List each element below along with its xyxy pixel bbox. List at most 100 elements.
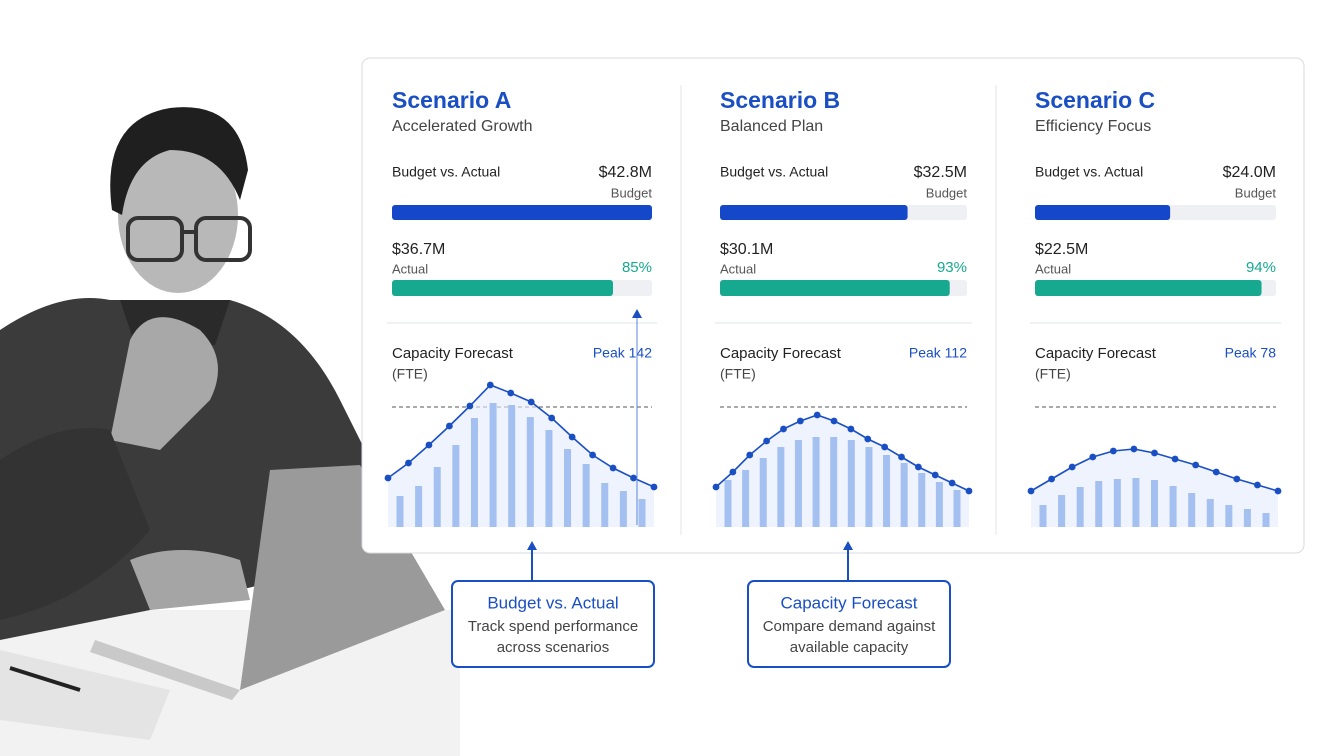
callout-text: available capacity [790, 639, 909, 656]
capacity-bar [433, 467, 441, 527]
capacity-bar [1206, 499, 1214, 527]
callout-box [451, 580, 655, 668]
demand-point [948, 479, 956, 487]
demand-point [915, 463, 922, 471]
capacity-bar [1188, 493, 1196, 527]
callout-text: Track spend performance [468, 618, 638, 635]
budget-heading: Budget vs. Actual [392, 164, 500, 180]
demand-point [763, 437, 770, 445]
capacity-bar [1169, 486, 1177, 527]
budget-bar [392, 205, 652, 220]
capacity-bar [1076, 487, 1084, 527]
capacity-bar [1039, 505, 1047, 527]
callout-arrow-head [843, 541, 853, 550]
capacity-bar [794, 440, 802, 527]
capacity-bar [489, 403, 497, 527]
actual-bar [1035, 280, 1262, 296]
demand-line [715, 414, 970, 492]
scenario-title: Scenario A [392, 87, 511, 113]
capacity-bar [1095, 481, 1103, 527]
callout-text: Compare demand against [763, 618, 936, 635]
demand-point [813, 411, 821, 419]
dashboard-card [361, 57, 1305, 554]
capacity-bar [1243, 509, 1251, 527]
budget-heading: Budget vs. Actual [720, 164, 828, 180]
budget-heading: Budget vs. Actual [1035, 164, 1143, 180]
demand-point [1233, 475, 1241, 483]
capacity-bar [508, 405, 516, 527]
actual-share: 85% [622, 259, 652, 276]
capacity-unit: (FTE) [392, 366, 428, 382]
demand-point [384, 474, 392, 482]
actual-value: $30.1M [720, 241, 773, 258]
actual-bar [720, 280, 950, 296]
capacity-bar [1225, 505, 1233, 527]
demand-point [1192, 461, 1200, 469]
budget-bar [1035, 205, 1171, 220]
demand-point [1130, 445, 1138, 453]
demand-point [1171, 455, 1179, 463]
capacity-bar [545, 430, 553, 527]
person-photo [0, 107, 460, 756]
demand-point [568, 433, 576, 441]
demand-point [466, 402, 474, 410]
demand-point [650, 483, 658, 491]
demand-point [898, 453, 905, 461]
callout-text: across scenarios [497, 639, 610, 656]
pointer-head [632, 309, 642, 318]
budget-caption: Budget [1235, 185, 1277, 200]
peak-label: Peak 78 [1225, 345, 1277, 361]
capacity-bar [935, 482, 943, 527]
actual-caption: Actual [392, 261, 428, 276]
capacity-unit: (FTE) [720, 366, 756, 382]
capacity-unit: (FTE) [1035, 366, 1071, 382]
demand-point [1109, 447, 1117, 455]
actual-value: $22.5M [1035, 241, 1088, 258]
capacity-bar [470, 418, 478, 527]
demand-point [630, 474, 637, 482]
capacity-bar [396, 496, 404, 527]
capacity-bar [918, 473, 926, 527]
peak-label: Peak 112 [909, 345, 967, 361]
capacity-heading: Capacity Forecast [720, 345, 842, 362]
capacity-bar [1262, 513, 1270, 527]
capacity-bar [759, 458, 767, 527]
budget-caption: Budget [611, 185, 653, 200]
demand-point [1212, 468, 1220, 476]
budget-caption: Budget [926, 185, 968, 200]
scenario-subtitle: Accelerated Growth [392, 118, 533, 135]
capacity-heading: Capacity Forecast [1035, 345, 1157, 362]
demand-point [405, 459, 412, 467]
demand-point [780, 425, 787, 433]
demand-point [965, 487, 973, 495]
capacity-bar [865, 447, 873, 527]
callout-title: Capacity Forecast [781, 593, 918, 612]
demand-point [830, 417, 838, 425]
demand-point [589, 451, 597, 459]
actual-share: 93% [937, 259, 967, 276]
demand-point [1027, 487, 1035, 495]
demand-point [746, 451, 754, 459]
demand-point [1254, 481, 1261, 489]
actual-caption: Actual [1035, 261, 1071, 276]
budget-bar [720, 205, 908, 220]
demand-point [881, 443, 889, 451]
actual-caption: Actual [720, 261, 756, 276]
scenario-subtitle: Efficiency Focus [1035, 118, 1151, 135]
capacity-bar [1058, 495, 1066, 527]
demand-point [1068, 463, 1076, 471]
capacity-bar [601, 483, 609, 527]
actual-share: 94% [1246, 259, 1276, 276]
capacity-bar [847, 440, 855, 527]
capacity-bar [1113, 479, 1121, 527]
scenario-title: Scenario B [720, 87, 840, 113]
demand-point [712, 483, 720, 491]
demand-point [445, 422, 453, 430]
demand-point [796, 417, 804, 425]
demand-point [864, 435, 872, 443]
capacity-heading: Capacity Forecast [392, 345, 514, 362]
callout-box [747, 580, 951, 668]
demand-point [1151, 449, 1158, 457]
budget-value: $24.0M [1223, 164, 1276, 181]
